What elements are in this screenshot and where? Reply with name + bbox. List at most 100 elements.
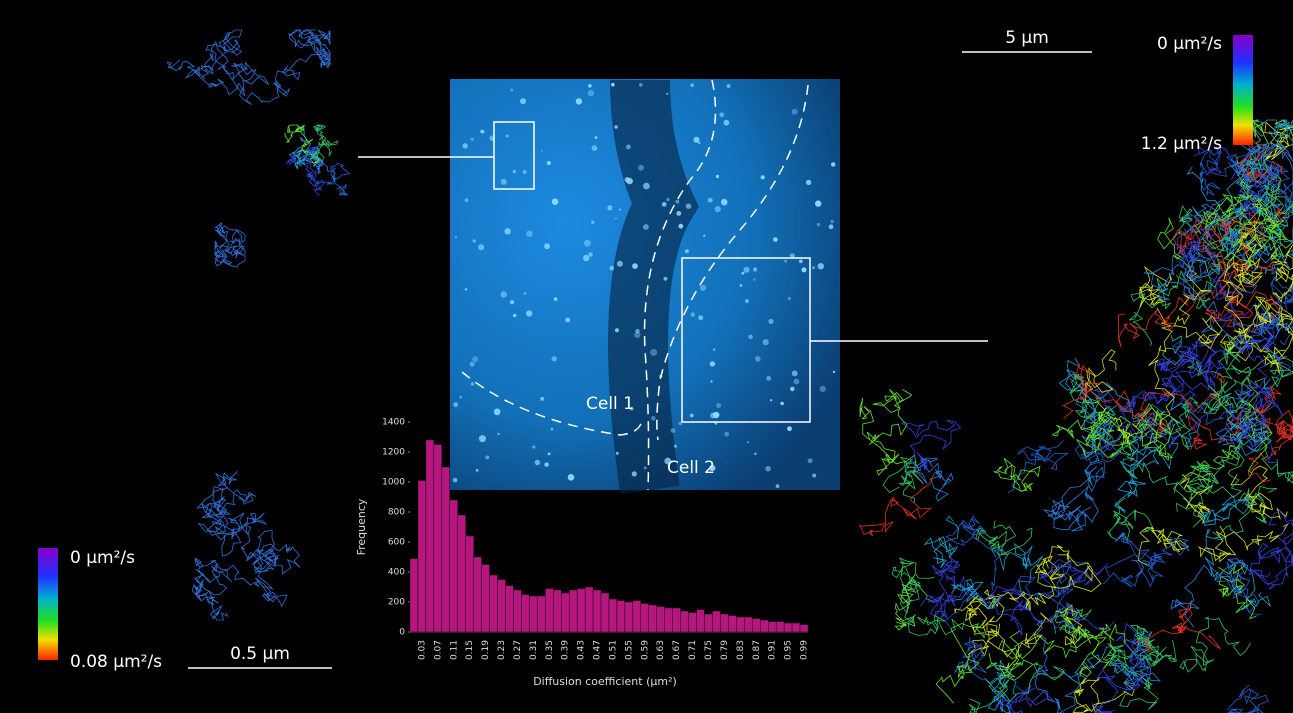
spot — [753, 267, 757, 271]
spot — [698, 142, 701, 145]
spot — [591, 221, 594, 224]
spot — [829, 224, 834, 229]
page: {"chart_data": {"type": "bar", "x_label"… — [0, 0, 1293, 713]
x-tick-label: 0.27 — [513, 640, 523, 660]
spot — [524, 292, 527, 295]
bar — [410, 559, 418, 633]
bar — [601, 593, 609, 632]
spot — [607, 205, 612, 210]
spot — [478, 244, 484, 250]
legend-label: 0 µm²/s — [70, 548, 135, 568]
spot — [547, 161, 551, 165]
spot — [715, 206, 721, 212]
spot — [471, 138, 474, 141]
spot — [459, 396, 462, 399]
spot — [576, 98, 582, 104]
y-tick-label: 800 — [388, 508, 405, 518]
x-tick-label: 0.19 — [481, 640, 491, 660]
bar — [506, 586, 514, 633]
bar — [665, 608, 673, 632]
spot — [776, 484, 780, 488]
bar — [697, 610, 705, 633]
spot — [526, 310, 532, 316]
spot — [471, 382, 475, 386]
bar — [617, 601, 625, 633]
bar — [577, 589, 585, 633]
spot — [634, 332, 640, 338]
spot — [662, 202, 667, 207]
bar — [474, 557, 482, 632]
x-tick-label: 0.07 — [433, 640, 443, 660]
spot — [761, 175, 765, 179]
spot — [485, 456, 489, 460]
spot — [651, 416, 656, 421]
figure: Cell 1 Cell 2 5 µm 0 µm²/s 1.2 µm²/s 0 µ… — [0, 0, 1293, 713]
bar — [744, 617, 752, 632]
spot — [565, 318, 570, 323]
spot — [611, 83, 615, 87]
bar — [792, 623, 800, 632]
spot — [773, 237, 778, 242]
spot — [494, 409, 501, 416]
bar — [641, 604, 649, 633]
spot — [703, 235, 705, 237]
spot — [724, 120, 730, 126]
spot — [666, 198, 669, 201]
x-tick-label: 0.31 — [529, 640, 539, 660]
spot — [614, 125, 618, 129]
spot — [463, 143, 468, 148]
cell-gap — [638, 80, 665, 490]
spot — [583, 255, 589, 261]
spot — [792, 371, 798, 377]
bar — [442, 467, 450, 632]
y-tick-label: 1000 — [382, 478, 405, 488]
spot — [610, 266, 615, 271]
bar — [633, 601, 641, 633]
spot — [698, 315, 703, 320]
x-tick-label: 0.63 — [656, 640, 666, 660]
spot — [476, 469, 479, 472]
spot — [544, 462, 548, 466]
spot — [815, 200, 821, 206]
spot — [532, 445, 535, 448]
bar — [482, 565, 490, 633]
spot — [643, 183, 650, 190]
bar — [498, 580, 506, 633]
spot — [716, 175, 719, 178]
spot — [686, 204, 691, 209]
spot — [480, 130, 484, 134]
spot — [595, 136, 598, 139]
bar — [466, 536, 474, 632]
spot — [520, 98, 526, 104]
spot — [588, 252, 593, 257]
y-tick-label: 200 — [388, 598, 405, 608]
x-tick-label: 0.51 — [608, 640, 618, 660]
bar — [705, 614, 713, 632]
cell-label: Cell 2 — [667, 458, 715, 478]
x-tick-label: 0.11 — [449, 640, 459, 660]
spot — [513, 170, 516, 173]
spot — [479, 435, 486, 442]
x-tick-label: 0.39 — [561, 640, 571, 660]
spot — [690, 414, 694, 418]
bar — [760, 620, 768, 632]
spot — [616, 452, 619, 455]
bar — [450, 500, 458, 632]
bar — [426, 440, 434, 632]
spot — [831, 162, 835, 166]
x-tick-label: 0.87 — [752, 640, 762, 660]
spot — [473, 239, 476, 242]
spot — [541, 150, 543, 152]
spot — [526, 231, 532, 237]
spot — [676, 211, 681, 216]
legend-label: 0 µm²/s — [1157, 34, 1222, 54]
x-tick-label: 0.71 — [688, 640, 698, 660]
y-tick-label: 1400 — [382, 418, 405, 428]
spot — [685, 249, 689, 253]
bar — [561, 593, 569, 632]
spot — [617, 261, 623, 267]
spot — [548, 452, 551, 455]
bar — [609, 599, 617, 632]
bar — [776, 622, 784, 633]
bar — [529, 596, 537, 632]
